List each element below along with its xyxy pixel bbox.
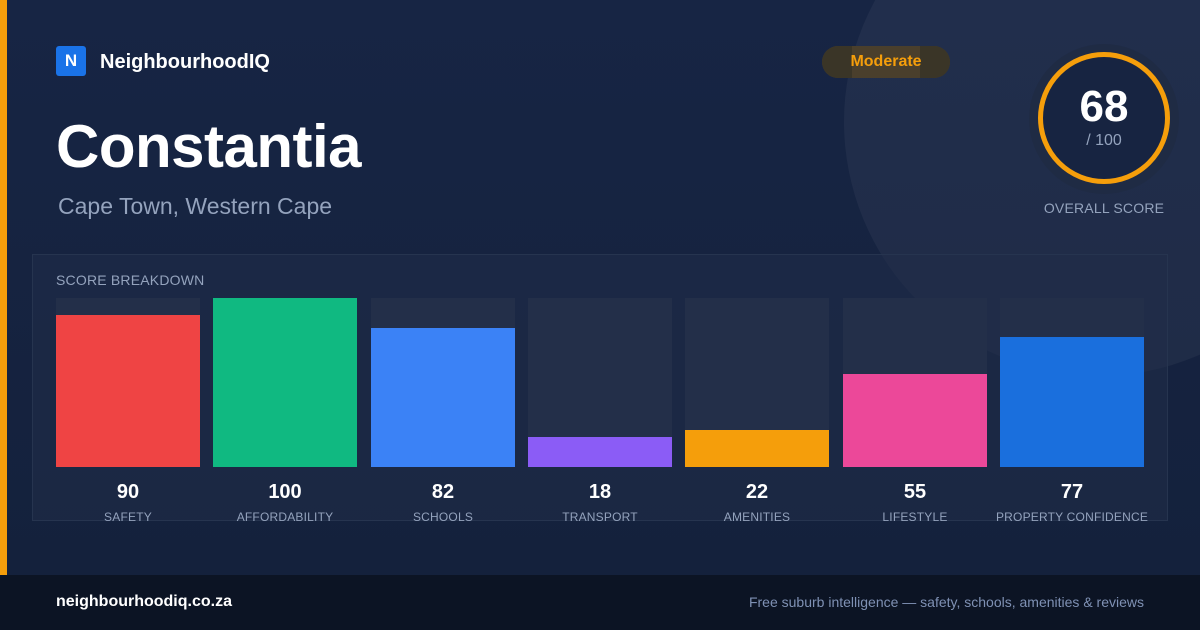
overall-score-label: OVERALL SCORE: [1043, 200, 1165, 216]
score-ring: [1038, 52, 1170, 184]
bar: [371, 328, 515, 467]
bar-track: [843, 298, 987, 467]
overall-score-max: / 100: [1086, 132, 1122, 149]
brand: N NeighbourhoodIQ: [56, 46, 270, 78]
bar-category-label: LIFESTYLE: [882, 510, 948, 524]
bar-value-label: 90: [116, 481, 140, 503]
bar: [843, 374, 987, 467]
bar-column-transport: 18 TRANSPORT: [528, 298, 672, 524]
bar-category-label: SAFETY: [104, 510, 152, 524]
bar: [213, 298, 357, 467]
bar-value-label: 18: [588, 481, 612, 503]
bar-track: [56, 298, 200, 467]
footer: neighbourhoodiq.co.za Free suburb intell…: [0, 575, 1200, 630]
bar-value-label: 77: [1060, 481, 1084, 503]
bar: [528, 437, 672, 467]
overall-score-value: 68: [1079, 82, 1129, 131]
chart-title: SCORE BREAKDOWN: [56, 272, 205, 288]
card-background: N NeighbourhoodIQ Constantia Cape Town, …: [0, 0, 1200, 575]
bar-track: [1000, 298, 1144, 467]
brand-name: NeighbourhoodIQ: [100, 50, 270, 73]
accent-stripe: [0, 0, 7, 575]
suburb-title: Constantia: [56, 113, 362, 180]
bar-column-safety: 90 SAFETY: [56, 298, 200, 524]
bar-column-schools: 82 SCHOOLS: [371, 298, 515, 524]
bar-track: [371, 298, 515, 467]
bar: [1000, 337, 1144, 467]
bar-value-label: 100: [268, 481, 302, 503]
bar-value-label: 82: [431, 481, 455, 503]
bar-column-property-confidence: 77 PROPERTY CONFIDENCE: [996, 298, 1148, 524]
bar-track: [213, 298, 357, 467]
bar-column-lifestyle: 55 LIFESTYLE: [843, 298, 987, 524]
bar: [56, 315, 200, 467]
footer-tagline: Free suburb intelligence — safety, schoo…: [748, 594, 1144, 610]
bar-track: [528, 298, 672, 467]
bar-category-label: AMENITIES: [723, 510, 791, 524]
suburb-location: Cape Town, Western Cape: [58, 193, 333, 219]
bar-category-label: AFFORDABILITY: [236, 510, 334, 524]
bar-category-label: SCHOOLS: [412, 510, 474, 524]
bar-category-label: PROPERTY CONFIDENCE: [995, 510, 1149, 524]
bar: [685, 430, 829, 467]
bar-value-label: 22: [745, 481, 769, 503]
brand-logo-icon: N: [56, 46, 86, 76]
bar-column-amenities: 22 AMENITIES: [685, 298, 829, 524]
rating-badge-label: Moderate: [850, 53, 922, 70]
rating-badge: Moderate: [822, 46, 950, 78]
bar-value-label: 55: [903, 481, 927, 503]
bar-category-label: TRANSPORT: [562, 510, 638, 524]
footer-url: neighbourhoodiq.co.za: [56, 593, 232, 610]
bar-column-affordability: 100 AFFORDABILITY: [213, 298, 357, 524]
bar-track: [685, 298, 829, 467]
